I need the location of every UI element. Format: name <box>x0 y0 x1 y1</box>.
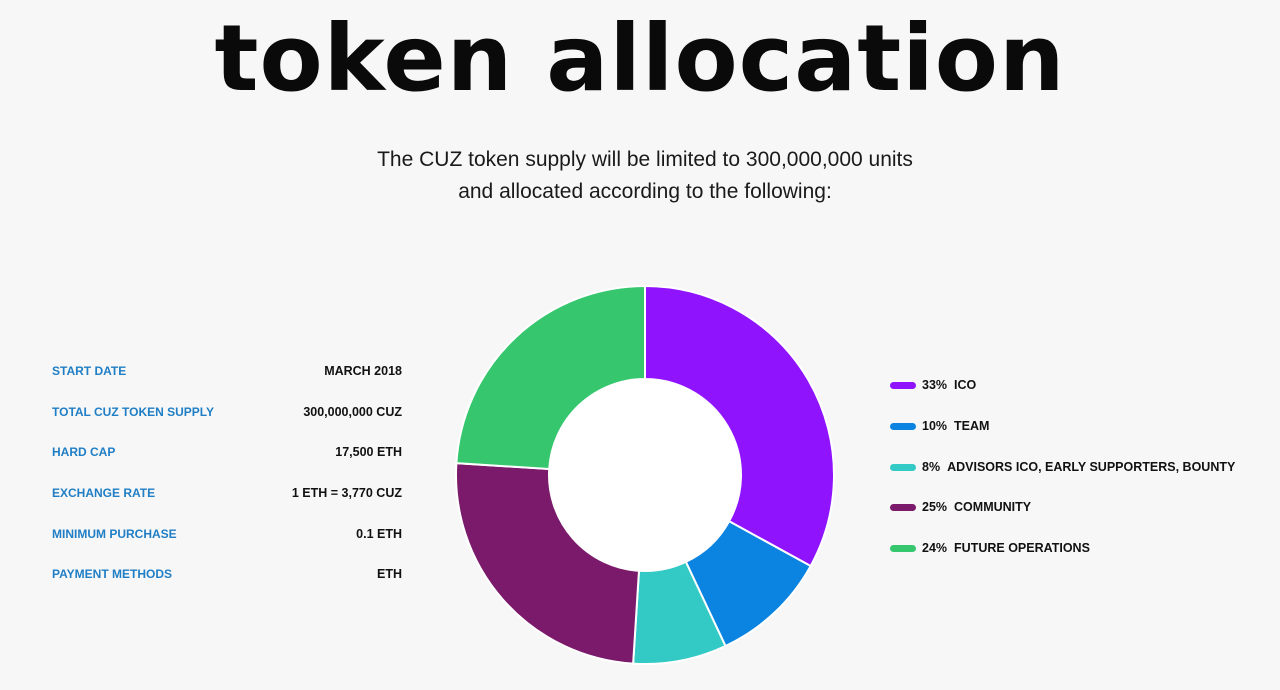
legend-item-community: 25% COMMUNITY <box>890 500 1270 541</box>
legend-percent: 24% <box>922 541 948 556</box>
info-label: TOTAL CUZ TOKEN SUPPLY <box>52 404 215 419</box>
info-value: 1 ETH = 3,770 CUZ <box>291 486 402 501</box>
info-value: ETH <box>377 567 402 582</box>
legend-label: FUTURE OPERATIONS <box>954 541 1090 556</box>
legend-swatch <box>890 545 916 553</box>
donut-slice-community <box>455 462 641 665</box>
donut-hole <box>550 380 740 570</box>
subtitle: The CUZ token supply will be limited to … <box>0 144 1280 208</box>
legend-item-ico: 33% ICO <box>890 378 1270 419</box>
legend-swatch <box>890 463 916 471</box>
info-label: PAYMENT METHODS <box>52 567 173 582</box>
info-row-total-supply: TOTAL CUZ TOKEN SUPPLY 300,000,000 CUZ <box>52 405 402 446</box>
legend-swatch <box>890 504 916 512</box>
donut-slice-future-operations <box>455 284 646 471</box>
legend-label: ADVISORS ICO, EARLY SUPPORTERS, BOUNTY <box>947 459 1236 474</box>
info-value: MARCH 2018 <box>324 364 402 378</box>
legend-percent: 10% <box>922 418 948 433</box>
info-label: MINIMUM PURCHASE <box>52 526 177 541</box>
info-value: 0.1 ETH <box>356 526 402 541</box>
info-label: EXCHANGE RATE <box>52 486 156 501</box>
chart-legend: 33% ICO 10% TEAM 8% ADVISORS ICO, EARLY … <box>890 378 1270 582</box>
page-title: token allocation <box>214 5 1066 112</box>
legend-item-team: 10% TEAM <box>890 419 1270 460</box>
allocation-donut-chart <box>455 284 835 665</box>
legend-percent: 8% <box>922 459 941 474</box>
info-row-exchange-rate: EXCHANGE RATE 1 ETH = 3,770 CUZ <box>52 486 402 527</box>
subtitle-line-1: The CUZ token supply will be limited to … <box>377 148 913 171</box>
info-row-minimum-purchase: MINIMUM PURCHASE 0.1 ETH <box>52 527 402 568</box>
token-sale-details: START DATE MARCH 2018 TOTAL CUZ TOKEN SU… <box>52 364 402 608</box>
info-label: HARD CAP <box>52 445 116 460</box>
legend-swatch <box>890 382 916 389</box>
info-value: 300,000,000 CUZ <box>303 404 402 419</box>
legend-item-future-operations: 24% FUTURE OPERATIONS <box>890 541 1270 582</box>
donut-slice-ico <box>644 284 835 568</box>
info-row-start-date: START DATE MARCH 2018 <box>52 364 402 405</box>
info-row-payment-methods: PAYMENT METHODS ETH <box>52 567 402 608</box>
legend-swatch <box>890 422 916 430</box>
subtitle-line-2: and allocated according to the following… <box>458 180 832 203</box>
legend-label: TEAM <box>954 418 990 433</box>
info-value: 17,500 ETH <box>335 445 402 460</box>
legend-label: COMMUNITY <box>954 500 1032 515</box>
legend-percent: 33% <box>922 378 948 392</box>
legend-label: ICO <box>954 378 977 392</box>
legend-percent: 25% <box>922 500 948 515</box>
info-label: START DATE <box>52 364 127 378</box>
legend-item-advisors: 8% ADVISORS ICO, EARLY SUPPORTERS, BOUNT… <box>890 460 1270 501</box>
info-row-hard-cap: HARD CAP 17,500 ETH <box>52 445 402 486</box>
